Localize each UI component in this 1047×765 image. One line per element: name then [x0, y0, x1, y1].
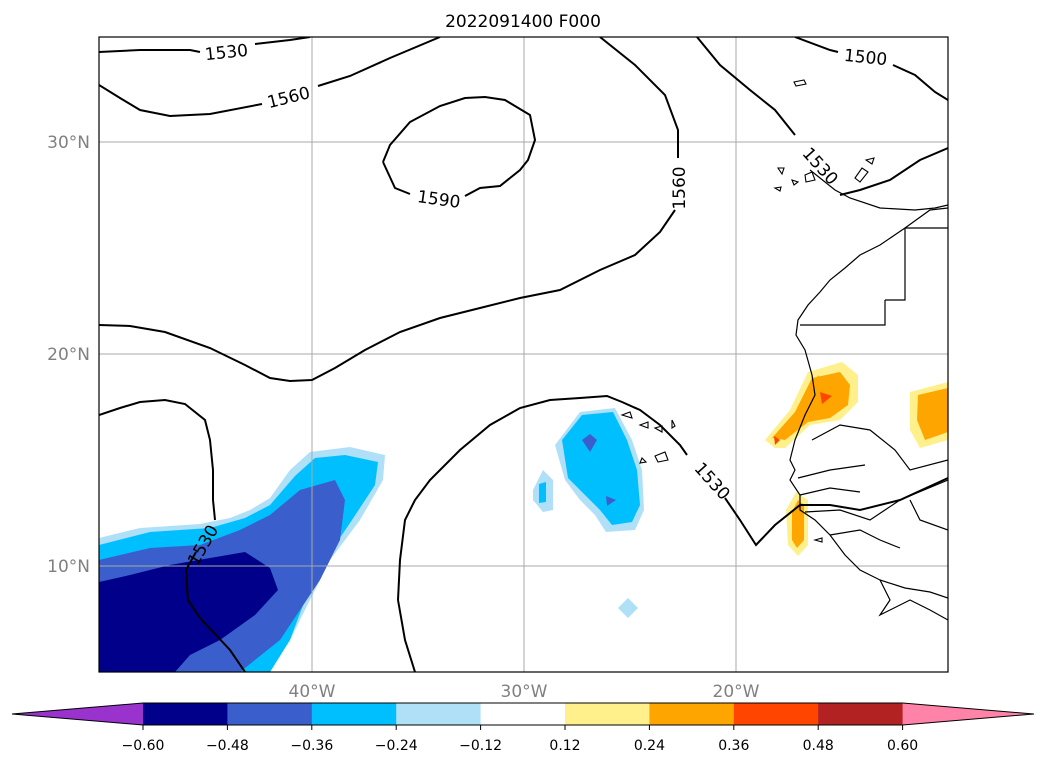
lon-label-20w: 20°W [713, 682, 760, 702]
lat-label-20n: 20°N [47, 345, 90, 365]
latitude-labels: 30°N 20°N 10°N [47, 133, 90, 577]
colorbar-tick-label: 0.60 [887, 738, 918, 754]
longitude-labels: 40°W 30°W 20°W [289, 682, 760, 702]
colorbar-tick-label: 0.24 [634, 738, 665, 754]
contour-label: 1500 [843, 46, 888, 70]
negative-anomaly-west [99, 447, 385, 672]
negative-anomaly-central [533, 408, 644, 618]
colorbar-segment [818, 703, 904, 725]
colorbar-segment [311, 703, 397, 725]
positive-anomaly-east [765, 362, 948, 556]
colorbar-tick-label: −0.36 [290, 738, 333, 754]
colorbar-tick-label: 0.48 [803, 738, 834, 754]
islands [620, 79, 875, 543]
lat-label-10n: 10°N [47, 557, 90, 577]
contour-label: 1530 [204, 41, 249, 65]
colorbar-tick-label: −0.12 [459, 738, 502, 754]
map-panel: 1530 1560 1590 1560 1500 1530 1530 1530 [99, 37, 948, 672]
colorbar-tick-label: −0.60 [122, 738, 165, 754]
colorbar-segment [396, 703, 482, 725]
height-contours [99, 37, 948, 672]
colorbar-segment [649, 703, 735, 725]
colorbar-extend-max [902, 703, 1034, 725]
colorbar-segment [733, 703, 819, 725]
colorbar-segment [143, 703, 228, 725]
colorbar-tick-label: −0.24 [375, 738, 418, 754]
coastlines [789, 169, 948, 621]
colorbar-segment [227, 703, 313, 725]
colorbar-segment [480, 703, 566, 725]
colorbar-tick-label: 0.36 [718, 738, 749, 754]
colorbar-tick-label: −0.48 [206, 738, 249, 754]
map-frame [98, 36, 949, 673]
colorbar-tick-label: 0.12 [549, 738, 580, 754]
colorbar-extend-min [12, 703, 143, 725]
lat-label-30n: 30°N [47, 133, 90, 153]
colorbar: −0.60 −0.48 −0.36 −0.24 −0.12 0.12 0.24 0.36 0.4… [11, 702, 1035, 754]
colorbar-segment [565, 703, 650, 725]
contour-label: 1560 [670, 166, 690, 209]
lon-label-40w: 40°W [289, 682, 336, 702]
lon-label-30w: 30°W [501, 682, 548, 702]
figure-title: 2022091400 F000 [445, 12, 601, 32]
